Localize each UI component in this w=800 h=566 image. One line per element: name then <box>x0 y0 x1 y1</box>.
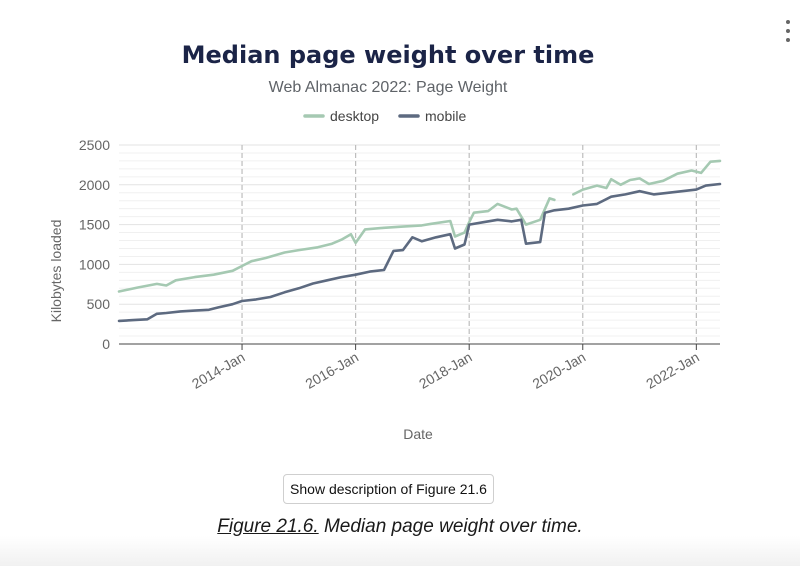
more-options-button[interactable] <box>780 20 796 42</box>
legend-item-desktop[interactable]: desktop <box>303 108 379 124</box>
y-tick-label: 0 <box>102 336 110 352</box>
legend: desktop mobile <box>303 108 466 124</box>
legend-label-mobile: mobile <box>425 108 466 124</box>
y-axis-label: Kilobytes loaded <box>48 220 64 323</box>
more-vertical-icon-dot <box>786 29 790 33</box>
chart-subtitle: Web Almanac 2022: Page Weight <box>269 79 508 96</box>
legend-item-mobile[interactable]: mobile <box>398 108 466 124</box>
y-tick-label: 1000 <box>79 256 110 272</box>
legend-label-desktop: desktop <box>330 108 379 124</box>
series-line-mobile <box>117 182 722 323</box>
series-lines <box>117 159 722 323</box>
x-tick-label: 2018-Jan <box>416 349 475 392</box>
x-tick-label: 2020-Jan <box>530 349 589 392</box>
chart-title: Median page weight over time <box>182 41 595 69</box>
caption-text: Median page weight over time. <box>318 516 583 537</box>
x-tick-label: 2014-Jan <box>189 349 248 392</box>
more-vertical-icon-dot <box>786 38 790 42</box>
x-tick-label: 2022-Jan <box>643 349 702 392</box>
more-vertical-icon <box>786 20 790 24</box>
y-tick-label: 2000 <box>79 177 110 193</box>
y-tick-label: 2500 <box>79 137 110 153</box>
show-description-button[interactable]: Show description of Figure 21.6 <box>283 474 494 504</box>
figure-link[interactable]: Figure 21.6. <box>217 516 319 537</box>
y-tick-label: 500 <box>87 296 111 312</box>
gridlines <box>119 144 720 344</box>
x-axis: 2014-Jan 2016-Jan 2018-Jan 2020-Jan 2022-Jan <box>189 344 702 392</box>
line-chart: Median page weight over time Web Almanac… <box>48 41 722 442</box>
bottom-fade <box>0 536 800 566</box>
x-axis-label: Date <box>403 426 433 442</box>
figure-caption: Figure 21.6. Median page weight over tim… <box>0 516 800 538</box>
y-tick-label: 1500 <box>79 217 110 233</box>
y-axis: 0 500 1000 1500 2000 2500 <box>79 137 720 352</box>
x-tick-label: 2016-Jan <box>303 349 362 392</box>
series-line-desktop <box>117 159 722 293</box>
